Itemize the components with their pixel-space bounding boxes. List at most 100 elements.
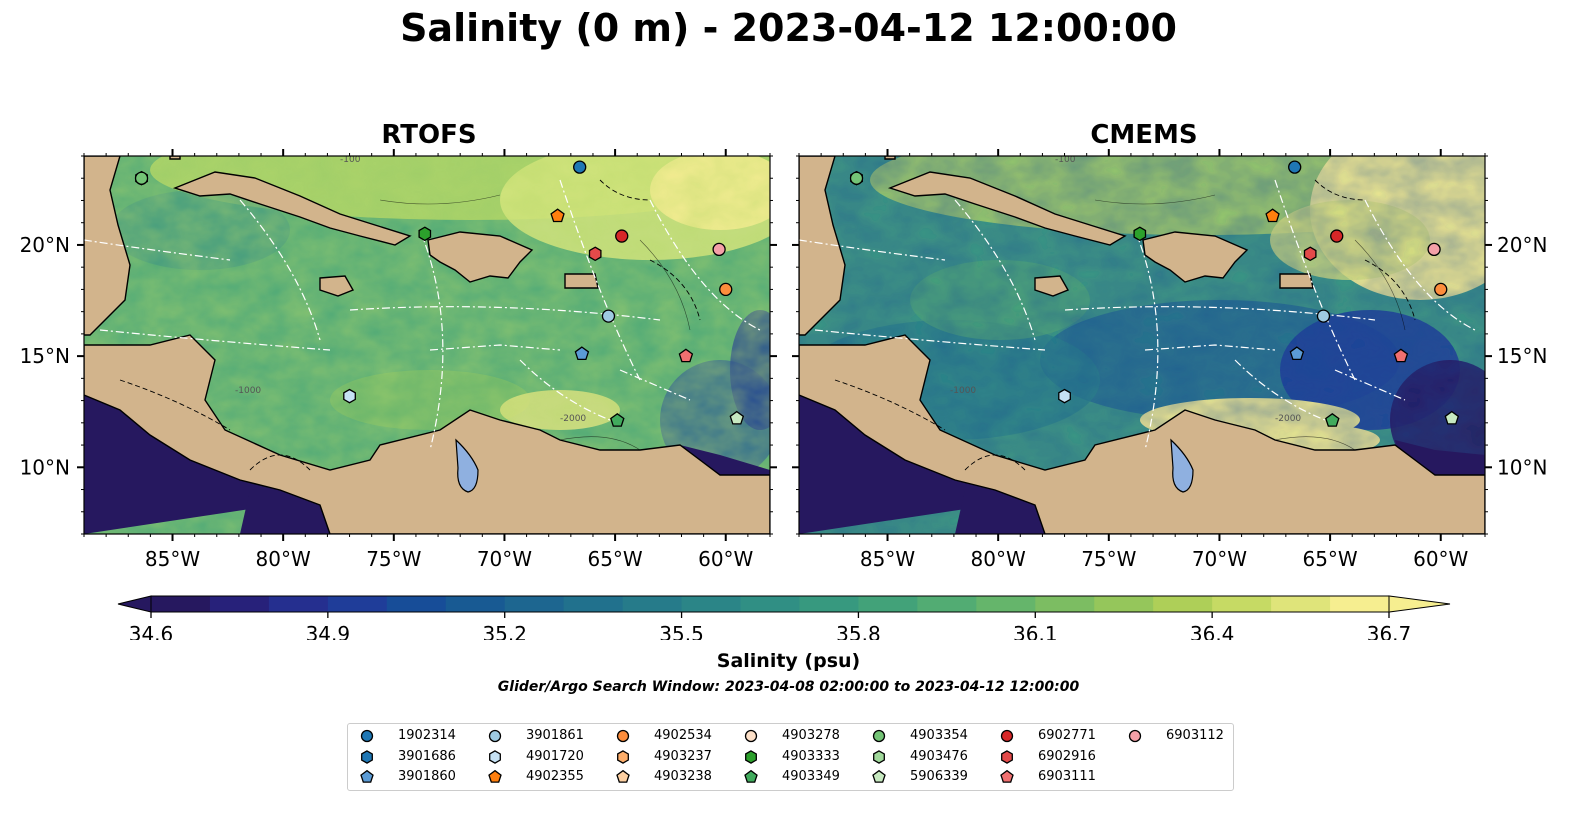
colorbar-bin xyxy=(1094,596,1154,612)
colorbar-bin xyxy=(1035,596,1095,612)
legend-marker-icon xyxy=(744,729,758,743)
legend-label: 4903237 xyxy=(654,748,712,764)
legend-marker-icon xyxy=(489,749,501,764)
lat-tick-label: 10°N xyxy=(20,455,70,479)
panel-title-rtofs: RTOFS xyxy=(381,120,477,150)
lat-tick-label: 20°N xyxy=(20,233,70,257)
float-marker-4901720 xyxy=(1058,388,1071,404)
legend-marker-icon xyxy=(616,769,630,783)
colorbar-bin xyxy=(1330,596,1390,612)
float-marker-3901861 xyxy=(1316,309,1331,323)
legend-marker-icon xyxy=(360,729,374,743)
lon-tick-label: 75°W xyxy=(1081,547,1136,571)
legend-marker-icon xyxy=(617,749,629,764)
lat-tick-label: 10°N xyxy=(1497,455,1547,479)
legend-marker-icon xyxy=(1001,749,1013,764)
legend-marker-icon xyxy=(1128,729,1142,743)
legend-label: 4903278 xyxy=(782,728,840,743)
lon-tick-label: 80°W xyxy=(256,547,311,571)
colorbar-bin xyxy=(740,596,801,612)
float-markers-cmems xyxy=(849,160,1460,427)
lon-tick-label: 60°W xyxy=(1413,547,1468,571)
colorbar-tick-label: 35.5 xyxy=(659,622,704,640)
legend-marker-icon xyxy=(872,769,886,783)
lon-tick-label: 85°W xyxy=(860,547,915,571)
legend-label: 4903238 xyxy=(654,769,712,784)
contour-label: -2000 xyxy=(560,414,586,424)
legend-label: 4903333 xyxy=(782,748,840,764)
legend-label: 4901720 xyxy=(526,748,584,764)
figure-canvas: -100 -1000 -2000 xyxy=(20,149,1547,640)
float-marker-4902534 xyxy=(719,282,733,297)
float-marker-4903349 xyxy=(1325,412,1340,427)
legend-label: 3901686 xyxy=(398,748,456,764)
colorbar-tick-label: 36.4 xyxy=(1190,622,1235,640)
float-marker-6903111 xyxy=(1393,348,1409,363)
lon-tick-label: 65°W xyxy=(587,547,642,571)
legend-marker-icon xyxy=(1000,769,1014,783)
colorbar-bin xyxy=(504,596,565,612)
colorbar-bin xyxy=(1271,596,1331,612)
lon-tick-label: 65°W xyxy=(1302,547,1357,571)
search-window-note: Glider/Argo Search Window: 2023-04-08 02… xyxy=(497,679,1080,695)
float-markers-rtofs xyxy=(134,160,745,427)
colorbar-bin xyxy=(268,596,329,612)
legend-label: 4903354 xyxy=(910,728,968,743)
contour-label: -100 xyxy=(340,155,361,165)
colorbar-label: Salinity (psu) xyxy=(716,650,861,672)
float-marker-4903349 xyxy=(610,412,625,427)
float-marker-6902771 xyxy=(615,229,629,243)
map-panel-cmems: -100 -1000 -2000 xyxy=(799,156,1485,534)
colorbar-tick-label: 36.7 xyxy=(1367,622,1412,640)
panel-title-cmems: CMEMS xyxy=(1090,120,1198,150)
lat-tick-label: 15°N xyxy=(20,344,70,368)
colorbar-bin xyxy=(386,596,447,612)
float-marker-3901860 xyxy=(574,346,590,361)
legend-label: 4902534 xyxy=(654,728,712,743)
legend-marker-icon xyxy=(1000,729,1014,743)
legend-marker-icon xyxy=(873,749,885,764)
float-marker-5906339 xyxy=(729,410,745,425)
legend-marker-icon xyxy=(744,769,758,783)
colorbar-extend-low xyxy=(117,595,152,613)
colorbar-tick-label: 35.2 xyxy=(482,622,527,640)
lon-tick-label: 85°W xyxy=(145,547,200,571)
float-marker-4901720 xyxy=(343,388,356,404)
colorbar-bin xyxy=(445,596,506,612)
colorbar-tick-label: 34.6 xyxy=(129,622,174,640)
legend-marker-icon xyxy=(872,729,886,743)
lake-maracaibo xyxy=(1170,438,1194,493)
legend-marker-icon xyxy=(488,769,502,783)
float-marker-4902534 xyxy=(1434,282,1448,297)
legend-label: 4903476 xyxy=(910,748,968,764)
eez-boundaries xyxy=(84,179,761,451)
lon-tick-label: 70°W xyxy=(477,547,532,571)
legend-marker-icon xyxy=(488,729,502,743)
float-marker-6902916 xyxy=(588,246,602,262)
colorbar-extend-high xyxy=(1388,595,1451,613)
lat-tick-label: 15°N xyxy=(1497,344,1547,368)
colorbar-bin xyxy=(917,596,977,612)
legend-label: 6903111 xyxy=(1038,769,1096,784)
float-marker-6903112 xyxy=(712,242,726,257)
float-marker-4903354 xyxy=(849,171,864,185)
colorbar-bin xyxy=(622,596,683,612)
legend-marker-icon xyxy=(616,729,630,743)
legend-label: 1902314 xyxy=(398,728,456,743)
colorbar-bin xyxy=(858,596,918,612)
legend-label: 3901860 xyxy=(398,769,456,784)
float-marker-6903112 xyxy=(1427,242,1441,257)
colorbar-tick-label: 35.8 xyxy=(836,622,881,640)
colorbar: 34.6 34.9 35.2 35.5 35.8 36.1 36.4 36.7 xyxy=(117,595,1451,640)
legend-label: 5906339 xyxy=(910,769,968,784)
legend-label: 3901861 xyxy=(526,728,584,743)
float-marker-4903333 xyxy=(1133,226,1147,242)
float-marker-6902916 xyxy=(1303,246,1317,262)
eez-boundaries xyxy=(799,179,1476,451)
colorbar-bin xyxy=(976,596,1036,612)
lon-tick-label: 70°W xyxy=(1192,547,1247,571)
colorbar-bin xyxy=(799,596,860,612)
colorbar-tick-label: 34.9 xyxy=(306,622,351,640)
colorbar-bin xyxy=(563,596,624,612)
legend-marker-icon xyxy=(360,769,374,783)
